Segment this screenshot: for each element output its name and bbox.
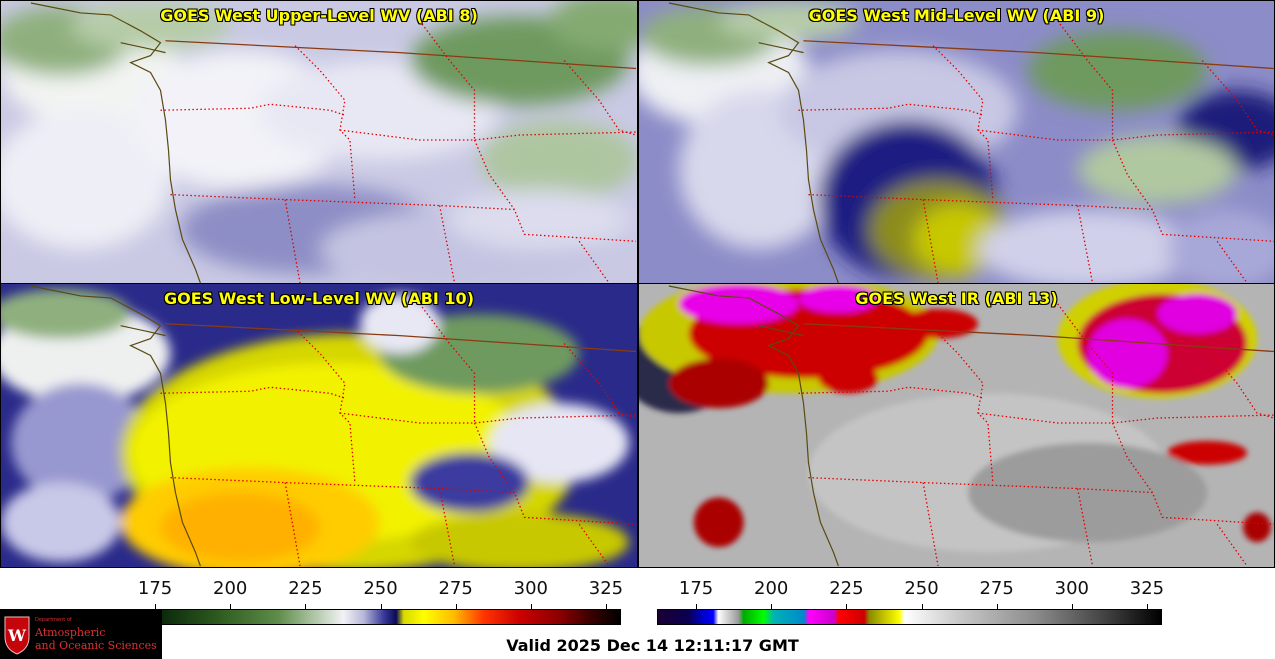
uw-crest-icon: W [4, 616, 30, 655]
logo-line2: and Oceanic Sciences [35, 639, 157, 652]
wv-tick-label: 325 [588, 578, 624, 599]
ir-colorbar [657, 609, 1162, 625]
logo-line1: Atmospheric [35, 626, 106, 639]
upper-level-wv-map [1, 1, 637, 283]
wv-tick-mark [230, 604, 232, 610]
mid-level-wv-map [639, 1, 1274, 283]
wv-tick-mark [530, 604, 532, 610]
ir-tick-label: 275 [979, 578, 1014, 599]
ir-tick-label: 300 [1054, 578, 1089, 599]
wv-tick-label: 200 [213, 578, 248, 599]
ir-tick-mark [846, 604, 848, 610]
wv-tick-label: 300 [513, 578, 548, 599]
ir-tick-mark [1071, 604, 1073, 610]
low-level-wv-panel: GOES West Low-Level WV (ABI 10) [0, 283, 638, 568]
ir-tick-mark [921, 604, 923, 610]
ir-tick-mark [771, 604, 773, 610]
ir-tick-label: 250 [904, 578, 939, 599]
ir-tick-mark [696, 604, 698, 610]
ir-panel: GOES West IR (ABI 13) [638, 283, 1275, 568]
wv-tick-mark [155, 604, 157, 610]
wv-tick-mark [605, 604, 607, 610]
ir-tick-label: 175 [678, 578, 714, 599]
ir-tick-label: 200 [754, 578, 789, 599]
ir-tick-label: 225 [829, 578, 864, 599]
ir-colorbar-ticks: 175 200 225 250 275 300 325 [657, 578, 1164, 610]
wv-tick-label: 175 [137, 578, 173, 599]
wv-colorbar [116, 609, 621, 625]
logo-dept-text: Department of [35, 617, 72, 623]
ir-tick-label: 325 [1129, 578, 1165, 599]
wv-tick-label: 225 [288, 578, 323, 599]
svg-text:W: W [7, 626, 27, 645]
valid-time: Valid 2025 Dec 14 12:11:17 GMT [506, 636, 799, 655]
ir-tick-mark [996, 604, 998, 610]
wv-tick-mark [455, 604, 457, 610]
ir-map [639, 284, 1274, 567]
wv-tick-label: 275 [438, 578, 473, 599]
wv-tick-mark [305, 604, 307, 610]
upper-level-wv-panel: GOES West Upper-Level WV (ABI 8) [0, 0, 638, 284]
mid-level-wv-panel: GOES West Mid-Level WV (ABI 9) [638, 0, 1275, 284]
wv-tick-label: 250 [363, 578, 398, 599]
aos-logo: W Department of Atmospheric and Oceanic … [0, 609, 162, 659]
wv-tick-mark [380, 604, 382, 610]
ir-tick-mark [1146, 604, 1148, 610]
low-level-wv-map [1, 284, 637, 567]
wv-colorbar-ticks: 175 200 225 250 275 300 325 [116, 578, 623, 610]
